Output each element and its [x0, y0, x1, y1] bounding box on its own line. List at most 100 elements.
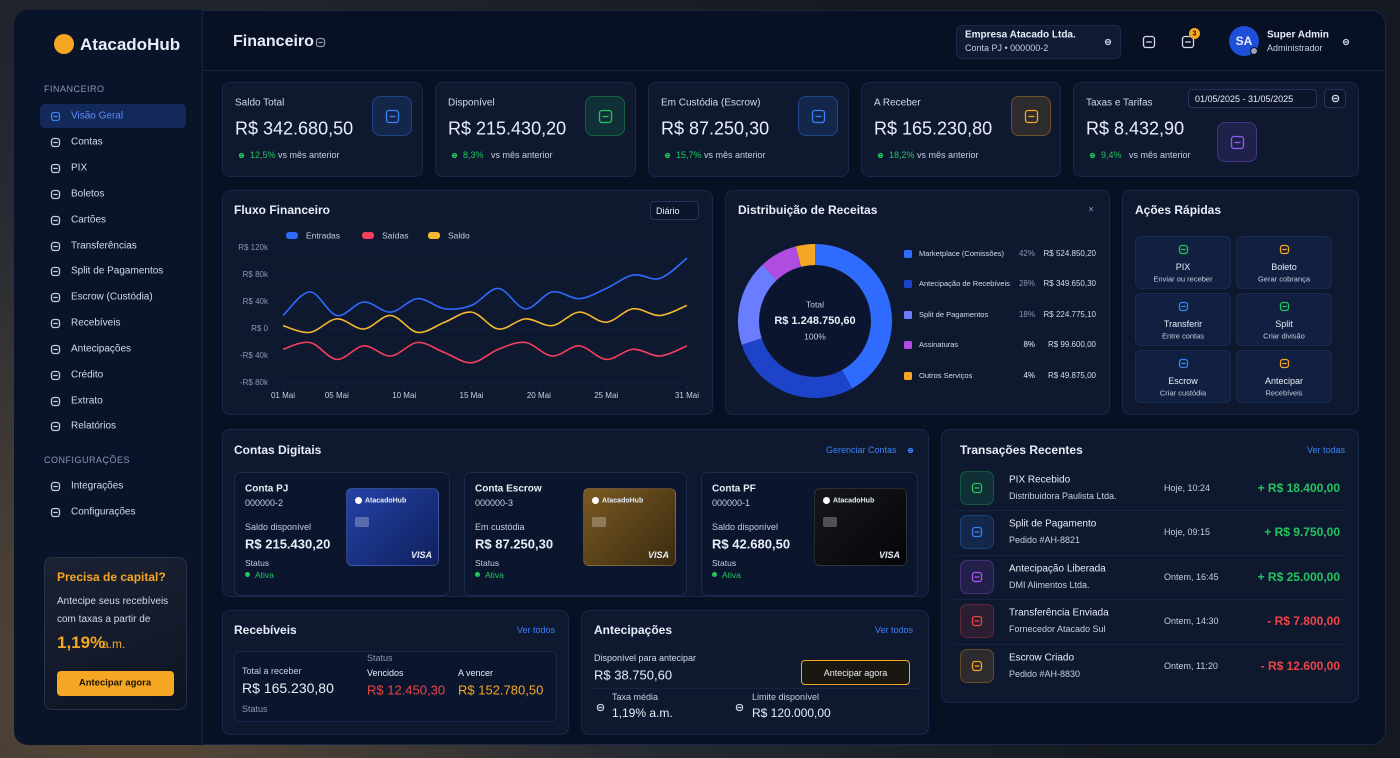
period-selector[interactable]	[650, 201, 699, 220]
company-name: Empresa Atacado Ltda.	[965, 29, 1076, 41]
card-brand: AtacadoHub	[365, 497, 407, 504]
quick-action-sub[interactable]: Gerar cobrança	[1257, 274, 1311, 284]
quick-action-label[interactable]: Transferir	[1163, 319, 1203, 329]
nav-item[interactable]: Integrações	[71, 480, 124, 492]
panel-link[interactable]: Ver todas	[1306, 445, 1345, 455]
date-range-picker[interactable]	[1188, 89, 1317, 108]
panel-link[interactable]: Gerenciar Contas	[826, 445, 897, 455]
promo-text: Antecipe seus recebíveis com taxas a par…	[57, 596, 169, 625]
quick-action-label[interactable]: Split	[1275, 319, 1293, 329]
notification-count: 3	[1192, 30, 1197, 37]
quick-action-sub[interactable]: Criar divisão	[1263, 331, 1305, 341]
kpi-change: 12,5%	[250, 150, 276, 160]
quick-action-sub[interactable]: Recebíveis	[1265, 388, 1303, 398]
promo-button-label[interactable]: Antecipar agora	[78, 677, 152, 689]
kpi-note: vs mês anterior	[704, 150, 766, 160]
transaction-sub: Pedido #AH-8830	[1009, 669, 1081, 679]
kpi-icon	[598, 109, 612, 123]
status-dot	[245, 572, 250, 577]
chart-title: Distribuição de Receitas	[738, 203, 878, 217]
account-balance: R$ 87.250,30	[475, 536, 554, 552]
panel-title: Antecipações	[594, 623, 673, 637]
nav-item[interactable]: Recebíveis	[71, 317, 121, 329]
period-label[interactable]: Diário	[656, 205, 680, 216]
kpi-trend-icon	[877, 152, 883, 158]
user-role: Administrador	[1267, 43, 1323, 53]
panel-title: Ações Rápidas	[1135, 203, 1222, 217]
transaction-amount: - R$ 7.800,00	[1267, 614, 1340, 628]
kpi-value: R$ 215.430,20	[448, 118, 567, 139]
kpi-card	[222, 82, 423, 177]
search-icon	[1142, 35, 1156, 49]
nav-item[interactable]: Extrato	[71, 395, 103, 407]
nav-item[interactable]: Escrow (Custódia)	[71, 291, 153, 303]
chevron-icon	[1342, 38, 1350, 46]
chevron-icon	[907, 447, 913, 453]
kpi-change: 15,7%	[676, 150, 702, 160]
nav-item[interactable]: Configurações	[71, 506, 136, 518]
nav-item[interactable]: Antecipações	[71, 343, 132, 355]
panel-title: Contas Digitais	[234, 443, 322, 457]
kpi-card	[435, 82, 636, 177]
account-number: 000000-2	[245, 498, 284, 508]
transaction-time: Ontem, 16:45	[1164, 572, 1219, 582]
card-brand: AtacadoHub	[833, 497, 875, 504]
nav-item[interactable]: Relatórios	[71, 420, 117, 432]
card-logo-dot	[355, 497, 362, 504]
advances-available-label: Disponível para antecipar	[594, 653, 697, 663]
nav-icon	[50, 481, 60, 491]
quick-action-sub[interactable]: Enviar ou receber	[1153, 274, 1213, 284]
promo-button[interactable]	[57, 671, 174, 696]
nav-item[interactable]: Visão Geral	[71, 110, 124, 122]
nav-icon	[50, 241, 60, 251]
receivables-summary	[234, 651, 557, 722]
limit-icon	[735, 703, 743, 711]
card-network: VISA	[410, 550, 432, 560]
panel-link[interactable]: Ver todos	[874, 625, 913, 635]
panel-title: Transações Recentes	[960, 443, 1083, 457]
rate-label: Taxa média	[612, 692, 659, 702]
nav-item[interactable]: Split de Pagamentos	[71, 265, 164, 277]
status-dot	[712, 572, 717, 577]
panel-link[interactable]: Ver todos	[516, 625, 555, 635]
quick-action-label[interactable]: Antecipar	[1264, 376, 1304, 386]
kpi-value: R$ 342.680,50	[235, 118, 354, 139]
quick-action-label[interactable]: Escrow	[1168, 376, 1198, 386]
kpi-card	[648, 82, 849, 177]
transactions-panel	[941, 429, 1359, 703]
transaction-amount: + R$ 18.400,00	[1257, 481, 1340, 495]
quick-action-label[interactable]: PIX	[1175, 262, 1191, 272]
account-balance: R$ 42.680,50	[712, 536, 791, 552]
nav-item[interactable]: Boletos	[71, 188, 105, 200]
date-range[interactable]: 01/05/2025 - 31/05/2025	[1195, 93, 1294, 104]
nav-item[interactable]: PIX	[71, 162, 88, 174]
quick-action-sub[interactable]: Entre contas	[1161, 331, 1205, 341]
advance-button[interactable]	[801, 660, 910, 685]
divider	[590, 688, 919, 689]
user-name: Super Admin	[1267, 29, 1329, 41]
sidebar-section-title: CONFIGURAÇÕES	[44, 455, 131, 465]
account-status: Ativa	[255, 570, 274, 580]
transaction-title: Antecipação Liberada	[1009, 563, 1106, 575]
account-balance: R$ 215.430,20	[245, 536, 331, 552]
transaction-icon	[971, 526, 983, 538]
nav-item[interactable]: Transferências	[71, 240, 137, 252]
chart-title: Fluxo Financeiro	[234, 203, 331, 217]
quick-action-label[interactable]: Boleto	[1271, 262, 1297, 272]
nav-icon	[50, 137, 60, 147]
nav-icon	[50, 344, 60, 354]
nav-item[interactable]: Contas	[71, 136, 103, 148]
nav-icon	[50, 266, 60, 276]
close-icon[interactable]: ×	[1088, 204, 1094, 216]
transaction-title: Transferência Enviada	[1009, 607, 1109, 619]
quick-action-sub[interactable]: Criar custódia	[1159, 388, 1207, 398]
advance-button-label[interactable]: Antecipar agora	[823, 667, 888, 678]
company-selector[interactable]	[956, 25, 1121, 59]
account-name: Conta PF	[712, 483, 756, 495]
kpi-trend-icon	[451, 152, 457, 158]
nav-item[interactable]: Cartões	[71, 214, 107, 226]
kpi-trend-icon	[238, 152, 244, 158]
kpi-icon	[811, 109, 825, 123]
nav-item[interactable]: Crédito	[71, 369, 104, 381]
card-brand: AtacadoHub	[602, 497, 644, 504]
